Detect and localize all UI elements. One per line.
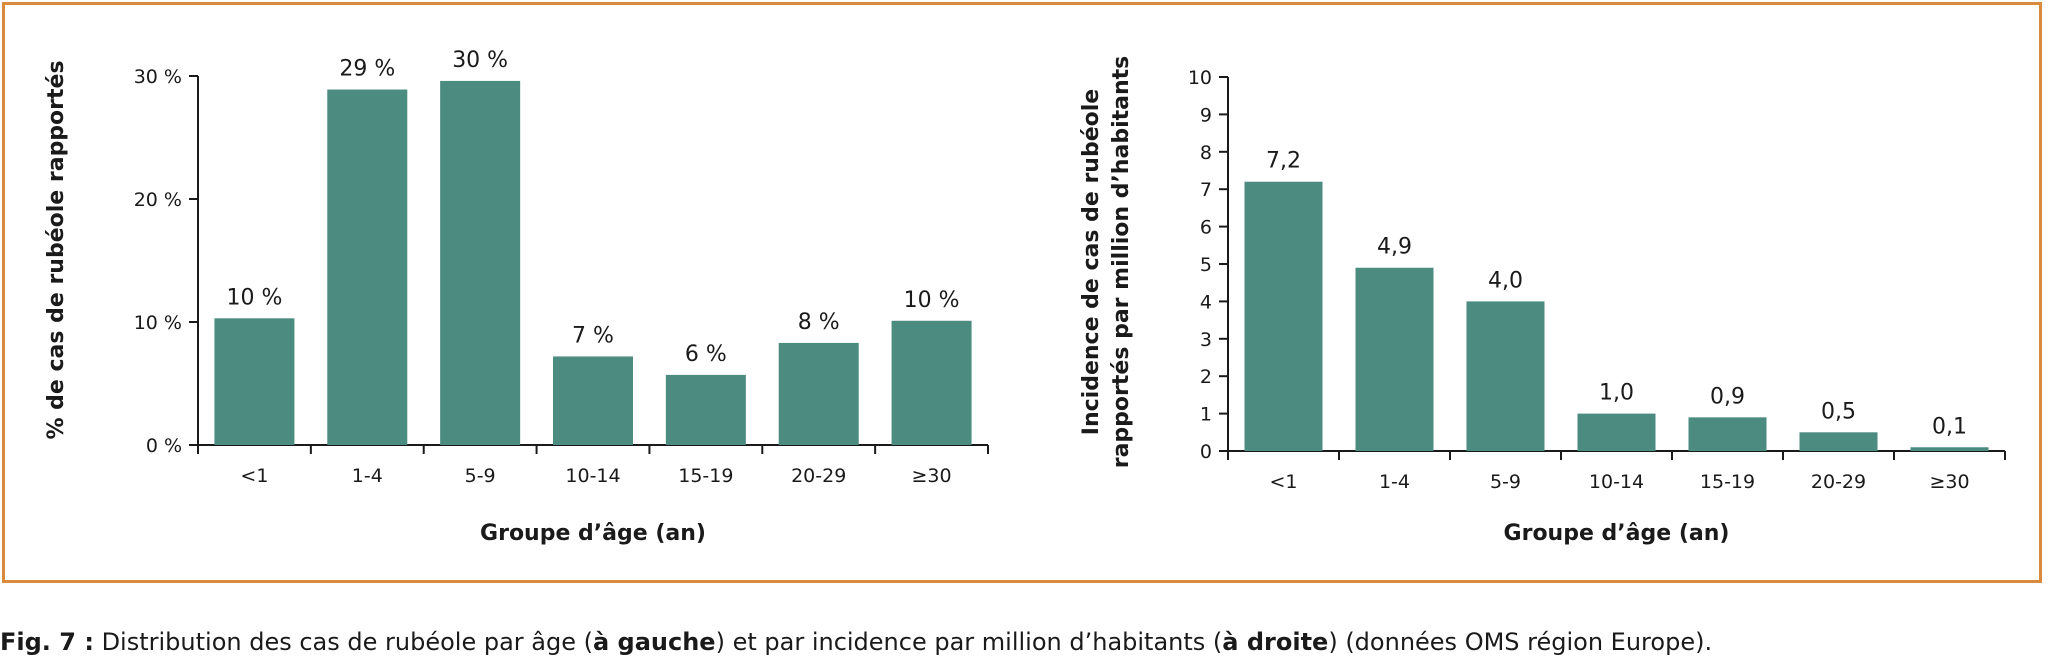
left-bar [214,318,295,445]
right-category-label: <1 [1269,471,1297,493]
right-y-tick-label: 1 [1200,404,1212,426]
left-category-label: ≥30 [912,465,952,487]
right-data-label: 4,9 [1377,235,1412,260]
right-y-tick-label: 6 [1200,217,1212,239]
left-bar [778,342,859,445]
left-bar [553,356,633,445]
right-y-tick-label: 5 [1200,254,1212,276]
right-bar [1355,267,1434,451]
caption-text-2: ) et par incidence par million d’habitan… [715,628,1223,656]
left-data-label: 10 % [226,285,282,310]
left-bar [891,320,972,445]
right-bar [1244,181,1323,451]
left-y-tick-label: 10 % [134,312,182,334]
right-y-tick-label: 10 [1188,67,1212,89]
left-category-label: 20-29 [791,465,846,487]
left-category-label: 1-4 [352,465,383,487]
left-bar [665,374,746,445]
caption-bold-right: à droite [1222,628,1329,656]
right-bar [1577,413,1656,451]
left-bar [440,80,521,446]
right-y-axis-label-line: Incidence de cas de rubéole [1079,89,1104,435]
right-data-label: 7,2 [1266,149,1301,174]
right-data-label: 4,0 [1488,268,1523,293]
right-y-tick-label: 0 [1200,441,1212,463]
right-x-axis-label: Groupe d’âge (an) [1504,521,1730,546]
left-category-label: 15-19 [678,465,733,487]
right-bar [1466,301,1545,451]
left-y-tick-label: 0 % [146,435,182,457]
right-bar [1799,432,1878,451]
right-y-tick-label: 8 [1200,142,1212,164]
right-category-label: ≥30 [1929,471,1969,493]
caption-text-1: Distribution des cas de rubéole par âge … [93,628,593,656]
right-y-tick-label: 3 [1200,329,1212,351]
left-y-axis-label: % de cas de rubéole rapportés [44,60,69,439]
right-data-label: 0,1 [1932,414,1967,439]
left-data-label: 29 % [339,57,395,82]
right-category-label: 1-4 [1379,471,1410,493]
charts-svg: 0 %10 %20 %30 %10 %<129 %1-430 %5-97 %10… [44,48,2006,546]
right-y-tick-label: 9 [1200,104,1212,126]
caption-prefix: Fig. 7 : [0,628,94,656]
left-data-label: 7 % [572,323,614,348]
right-data-label: 0,9 [1710,384,1745,409]
left-category-label: 10-14 [565,465,620,487]
right-bar [1910,447,1989,451]
left-bar [327,89,408,445]
left-category-label: 5-9 [465,465,496,487]
right-y-tick-label: 7 [1200,179,1212,201]
right-category-label: 15-19 [1700,471,1755,493]
left-y-tick-label: 30 % [134,66,182,88]
right-category-label: 5-9 [1490,471,1521,493]
left-data-label: 6 % [685,342,727,367]
left-y-tick-label: 20 % [134,189,182,211]
left-x-axis-label: Groupe d’âge (an) [480,521,706,546]
caption-bold-left: à gauche [592,628,716,656]
right-data-label: 0,5 [1821,399,1856,424]
left-data-label: 8 % [798,310,840,335]
right-y-tick-label: 2 [1200,366,1212,388]
figure-caption: Fig. 7 : Distribution des cas de rubéole… [0,628,1712,656]
right-y-tick-label: 4 [1200,291,1212,313]
caption-text-3: ) (données OMS région Europe). [1328,628,1713,656]
right-category-label: 20-29 [1811,471,1866,493]
left-category-label: <1 [240,465,268,487]
left-data-label: 30 % [452,48,508,73]
right-category-label: 10-14 [1589,471,1644,493]
left-data-label: 10 % [904,288,960,313]
right-data-label: 1,0 [1599,381,1634,406]
right-bar [1688,417,1767,451]
right-y-axis-label-line: rapportés par million d’habitants [1109,56,1134,469]
